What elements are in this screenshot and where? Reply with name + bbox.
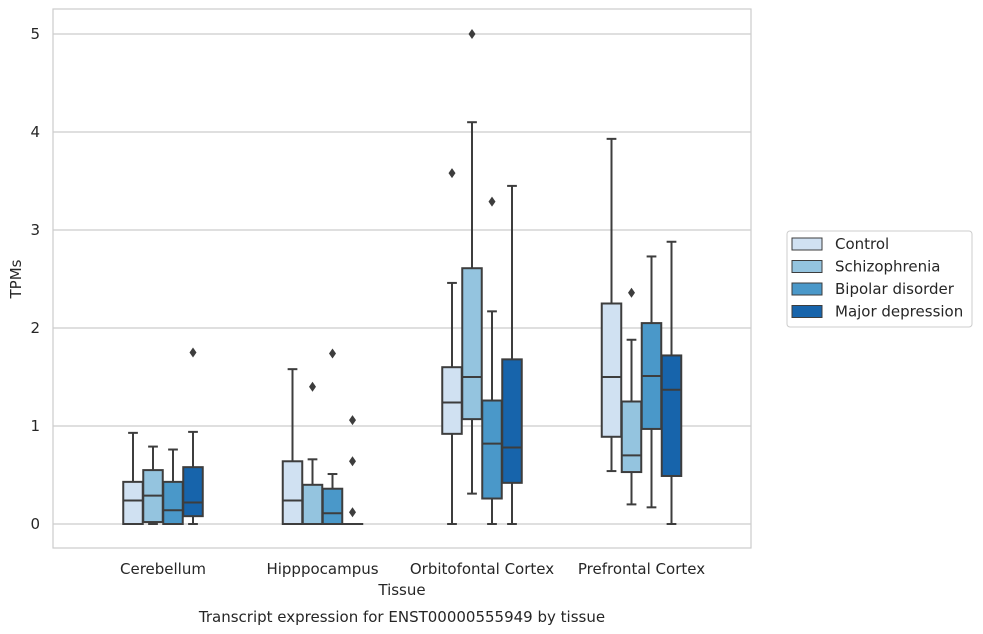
box-body	[301, 483, 324, 525]
box-0-1	[142, 445, 164, 525]
y-tick-label: 1	[30, 417, 40, 435]
box-body	[620, 400, 643, 474]
y-tick-label: 4	[30, 123, 40, 141]
y-tick-label: 2	[30, 319, 40, 337]
legend-label: Bipolar disorder	[835, 280, 955, 298]
box-1-1	[301, 381, 324, 525]
gridlines	[53, 33, 751, 525]
outlier-point	[448, 168, 456, 179]
box-2-3	[501, 184, 523, 525]
outlier-point	[189, 347, 197, 358]
outlier-point	[349, 507, 356, 518]
box-body	[481, 399, 503, 500]
legend-items: Control Schizophrenia Bipolar disorder Majo…	[791, 235, 963, 321]
legend-label: Schizophrenia	[835, 258, 940, 276]
box-3-3	[660, 240, 683, 525]
legend-swatch	[791, 237, 823, 251]
box-body	[122, 480, 144, 525]
legend-swatch	[791, 282, 823, 296]
x-tick-label: Cerebellum	[120, 560, 206, 578]
box-body	[441, 366, 463, 435]
outlier-point	[468, 29, 476, 39]
x-tick-label: Prefrontal Cortex	[578, 560, 705, 578]
legend-label: Major depression	[835, 303, 963, 321]
y-axis-label: TPMs	[7, 259, 25, 299]
boxes-layer	[122, 29, 683, 526]
box-body	[281, 460, 304, 525]
x-tick-label: Orbitofontal Cortex	[410, 560, 554, 578]
legend-swatch	[791, 305, 823, 318]
box-3-1	[620, 287, 643, 506]
outlier-point	[488, 196, 496, 207]
box-2-1	[461, 29, 483, 495]
outlier-point	[309, 381, 316, 392]
box-0-2	[162, 448, 184, 525]
y-axis-ticks: 0 1 2 3 4 5	[30, 25, 40, 533]
box-body	[660, 354, 683, 477]
y-tick-label: 5	[30, 25, 40, 43]
box-1-2	[321, 348, 344, 525]
box-body	[321, 487, 344, 525]
box-1-3	[341, 415, 364, 526]
box-3-0	[600, 137, 623, 473]
box-body	[162, 480, 184, 525]
box-3-2	[640, 255, 663, 509]
outlier-point	[628, 287, 635, 298]
box-body	[182, 466, 204, 518]
legend-swatch	[791, 260, 823, 273]
outlier-point	[329, 348, 336, 359]
x-axis-label: Tissue	[377, 581, 425, 599]
outlier-point	[349, 415, 356, 426]
y-tick-label: 0	[30, 515, 40, 533]
outlier-point	[349, 456, 356, 467]
box-body	[461, 267, 483, 421]
x-tick-label: Hipppocampus	[266, 560, 378, 578]
box-0-3	[182, 347, 204, 525]
chart-caption: Transcript expression for ENST0000055594…	[198, 608, 605, 626]
legend-label: Control	[835, 235, 889, 253]
plot-area	[53, 9, 751, 548]
x-axis-ticks: Cerebellum Hipppocampus Orbitofontal Corte…	[120, 560, 705, 578]
box-body	[600, 302, 623, 438]
legend: Control Schizophrenia Bipolar disorder Majo…	[786, 230, 973, 328]
legend-frame	[786, 230, 973, 328]
y-tick-label: 3	[30, 221, 40, 239]
box-body	[501, 358, 523, 484]
plot-frame	[52, 8, 752, 549]
